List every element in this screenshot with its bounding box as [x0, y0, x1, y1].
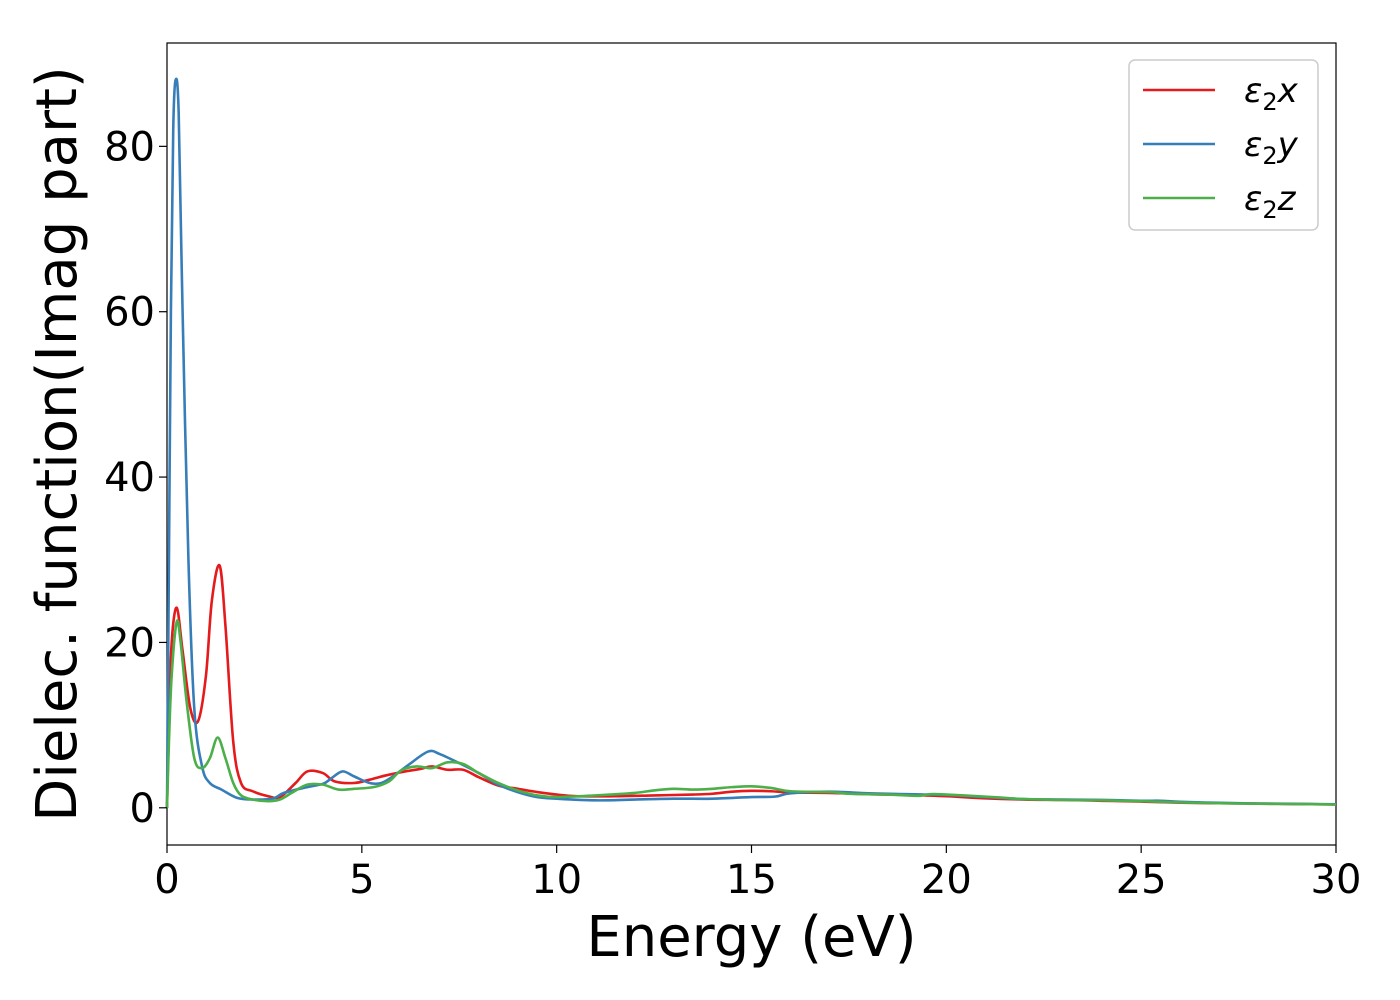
y-tick-label: 20 — [104, 620, 155, 666]
x-tick-label: 10 — [531, 857, 582, 903]
legend-label-y: ε2y — [1244, 125, 1299, 170]
x-tick-label: 30 — [1311, 857, 1362, 903]
x-tick-label: 25 — [1116, 857, 1167, 903]
y-tick-label: 40 — [104, 455, 155, 501]
legend: ε2x ε2y ε2z — [1128, 59, 1319, 231]
x-tick-label: 15 — [726, 857, 777, 903]
x-tick-label: 0 — [154, 857, 179, 903]
y-tick-label: 0 — [130, 786, 155, 832]
series-line-z — [165, 619, 1337, 808]
series-line-x — [165, 563, 1337, 808]
legend-label-z: ε2z — [1244, 179, 1297, 224]
y-tick-label: 80 — [104, 124, 155, 170]
x-tick-label: 5 — [349, 857, 374, 903]
x-axis-ticks: 0 5 10 15 20 25 30 — [154, 845, 1361, 903]
legend-label-x: ε2x — [1244, 71, 1299, 116]
x-axis-title: Energy (eV) — [586, 905, 916, 970]
y-axis-title: Dielec. function(Imag part) — [25, 66, 90, 822]
y-axis-ticks: 0 20 40 60 80 — [104, 124, 167, 832]
y-tick-label: 60 — [104, 290, 155, 336]
legend-box — [1128, 59, 1319, 231]
x-tick-label: 20 — [921, 857, 972, 903]
series-layer — [165, 77, 1337, 808]
